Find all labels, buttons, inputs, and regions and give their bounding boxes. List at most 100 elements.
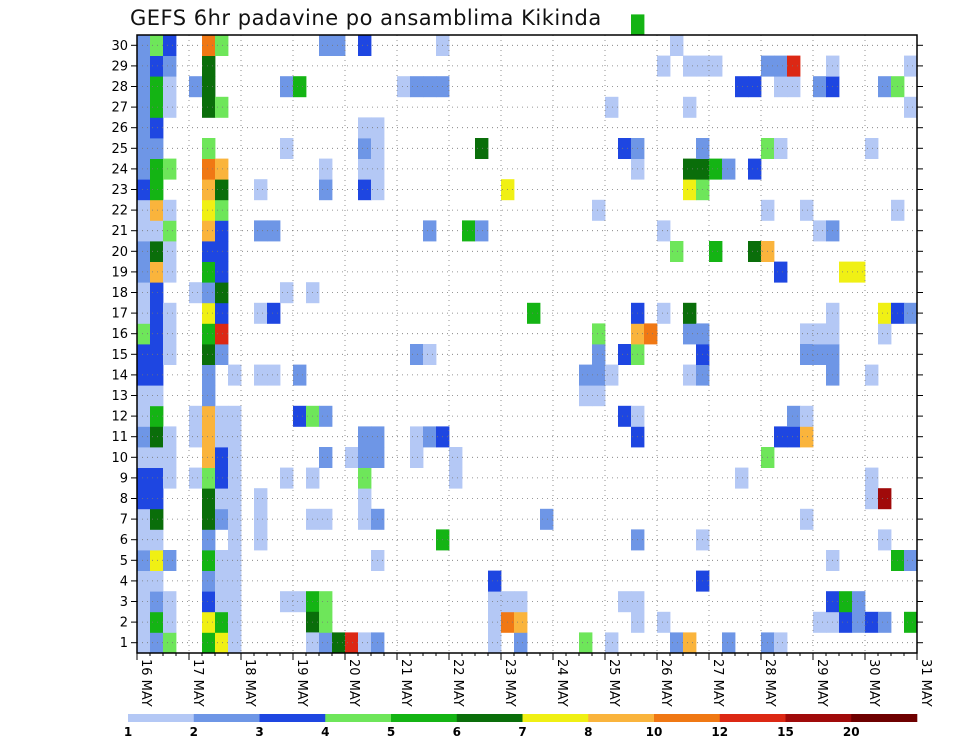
heatmap-cell [202,364,216,386]
heatmap-cell [163,426,177,448]
heatmap-cell [137,35,151,56]
heatmap-cell [319,158,333,180]
y-tick-label: 27 [111,101,128,116]
heatmap-cell [150,488,164,510]
y-tick-label: 21 [111,224,128,239]
heatmap-cell [774,426,788,448]
heatmap-cell [657,611,671,633]
heatmap-cell [722,632,736,654]
heatmap-cell [605,96,619,118]
heatmap-cell [878,611,892,633]
heatmap-cell [514,632,528,654]
heatmap-cell [202,35,216,56]
heatmap-cell [215,35,229,56]
heatmap-cell [865,364,879,386]
heatmap-cell [254,529,268,551]
heatmap-cell [527,302,541,324]
heatmap-cell [514,611,528,633]
heatmap-cell [215,261,229,283]
heatmap-cell [358,488,372,510]
chart-title: GEFS 6hr padavine po ansamblima Kikinda [130,6,602,30]
heatmap-cell [852,591,866,613]
heatmap-cell [618,591,632,613]
heatmap-cell [215,591,229,613]
heatmap-cell [254,302,268,324]
legend-label: 12 [711,725,728,739]
heatmap-cell [319,611,333,633]
heatmap-cell [813,220,827,242]
heatmap-cell [618,138,632,159]
heatmap-cell [202,508,216,530]
heatmap-cell [683,364,697,386]
heatmap-cell [423,344,437,365]
heatmap-cell [345,447,359,468]
y-tick-label: 30 [111,39,128,54]
heatmap-cell [163,199,177,221]
y-tick-label: 26 [111,121,128,136]
heatmap-cell [319,508,333,530]
legend-label: 6 [453,725,461,739]
heatmap-cell [215,488,229,510]
y-tick-label: 2 [120,616,128,631]
heatmap-cell [215,158,229,180]
heatmap-cell [813,611,827,633]
heatmap-cell [410,76,424,98]
y-tick-label: 9 [120,471,128,486]
heatmap-cell [735,76,749,98]
heatmap-cell [904,55,918,77]
x-tick-label: 26 MAY [658,659,673,707]
heatmap-cell [202,426,216,448]
heatmap-cell [137,199,151,221]
heatmap-cell [293,76,307,98]
heatmap-cell [592,323,606,345]
heatmap-cell [137,591,151,613]
heatmap-cell [202,323,216,345]
heatmap-cell [137,611,151,633]
heatmap-cell [280,138,294,159]
heatmap-cell [137,158,151,180]
y-tick-label: 11 [111,430,128,445]
heatmap-cell [150,282,164,304]
heatmap-cell [202,302,216,324]
legend-swatch [325,714,392,722]
heatmap-cell [202,467,216,489]
heatmap-cell [683,55,697,77]
heatmap-cell [228,591,242,613]
y-tick-label: 29 [111,59,128,74]
heatmap-cell [254,364,268,386]
legend-label: 15 [777,725,794,739]
heatmap-cell [657,55,671,77]
legend-label: 2 [190,725,198,739]
x-tick-label: 21 MAY [398,659,413,707]
heatmap-cell [293,405,307,427]
heatmap-cell [774,55,788,77]
heatmap-cell [345,632,359,654]
heatmap-cell [163,158,177,180]
heatmap-cell [150,199,164,221]
heatmap-cell [228,488,242,510]
legend-label: 3 [255,725,263,739]
x-tick-label: 29 MAY [814,659,829,707]
heatmap-cell [774,76,788,98]
heatmap-cell [202,570,216,592]
y-tick-label: 16 [111,327,128,342]
heatmap-cell [150,117,164,139]
heatmap-cell [683,179,697,201]
heatmap-cell [202,261,216,283]
heatmap-cell [605,632,619,654]
heatmap-cell [748,76,762,98]
heatmap-cell [839,261,853,283]
heatmap-cell [254,179,268,201]
heatmap-cell [202,611,216,633]
heatmap-cell [319,447,333,468]
heatmap-cell [189,76,203,98]
heatmap-cell [163,591,177,613]
heatmap-cell [163,611,177,633]
heatmap-cell [332,35,346,56]
heatmap-cell [163,323,177,345]
x-tick-label: 17 MAY [190,659,205,707]
y-tick-label: 19 [111,265,128,280]
heatmap-cell [670,35,684,56]
heatmap-cell [150,138,164,159]
